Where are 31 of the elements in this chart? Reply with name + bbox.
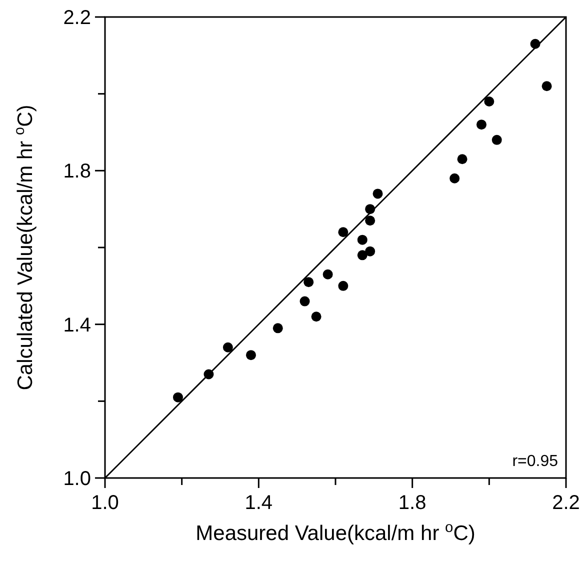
point	[222, 342, 233, 352]
point	[300, 296, 310, 306]
x-tick-label: 1.0	[91, 492, 119, 514]
point	[542, 81, 552, 92]
point	[338, 280, 348, 291]
annotation: r=0.95	[512, 453, 558, 470]
x-tick-label: 1.4	[244, 492, 273, 514]
point	[311, 312, 322, 322]
y-tick-label: 1.0	[63, 468, 91, 490]
point	[476, 120, 486, 130]
point	[246, 350, 256, 360]
point	[457, 154, 468, 164]
y-tick-label: 1.8	[63, 160, 91, 183]
point	[338, 227, 348, 238]
x-tick-label: 1.8	[398, 492, 426, 514]
point	[357, 234, 368, 245]
y-tick-label: 1.4	[63, 314, 91, 336]
point	[372, 188, 383, 199]
point	[322, 269, 333, 280]
y-tick-label: 2.2	[63, 7, 91, 29]
point	[272, 323, 283, 334]
point	[484, 96, 494, 107]
point	[450, 173, 460, 184]
point	[492, 134, 502, 145]
point	[365, 246, 376, 256]
point	[357, 250, 368, 260]
point	[172, 392, 183, 402]
point	[304, 277, 314, 288]
x-axis-title: Measured Value(kcal/m hr $^{o}$C)	[196, 520, 476, 545]
x-tick-label: 2.2	[552, 492, 580, 514]
point	[365, 216, 376, 226]
